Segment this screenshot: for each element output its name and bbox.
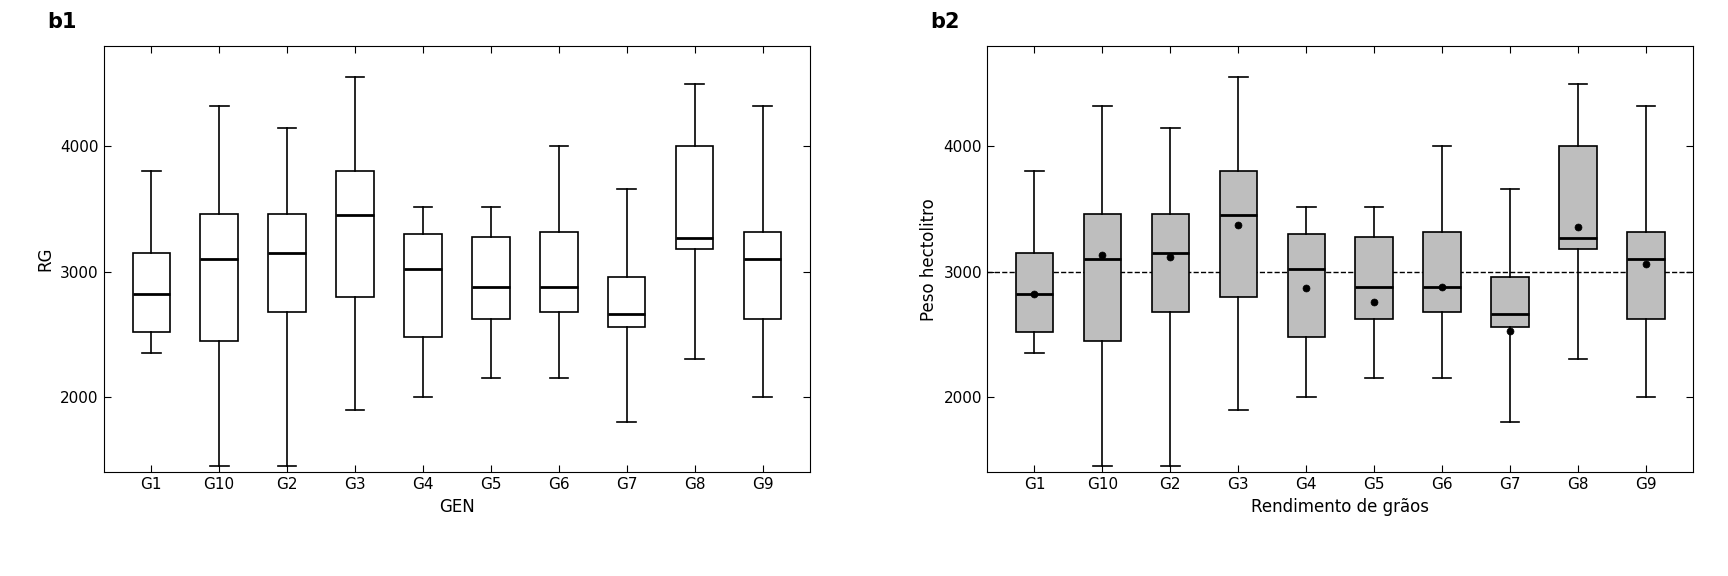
X-axis label: GEN: GEN <box>439 498 475 516</box>
Y-axis label: Peso hectolitro: Peso hectolitro <box>919 198 938 321</box>
PathPatch shape <box>1016 253 1052 332</box>
PathPatch shape <box>268 214 306 312</box>
PathPatch shape <box>1151 214 1189 312</box>
PathPatch shape <box>1424 232 1460 312</box>
PathPatch shape <box>608 276 646 327</box>
PathPatch shape <box>337 172 373 297</box>
Text: b1: b1 <box>47 12 76 32</box>
PathPatch shape <box>404 234 442 337</box>
Y-axis label: RG: RG <box>36 247 55 271</box>
PathPatch shape <box>745 232 781 319</box>
PathPatch shape <box>1083 214 1121 340</box>
Text: b2: b2 <box>930 12 959 32</box>
PathPatch shape <box>1220 172 1256 297</box>
PathPatch shape <box>1355 237 1393 319</box>
PathPatch shape <box>541 232 577 312</box>
PathPatch shape <box>200 214 238 340</box>
PathPatch shape <box>472 237 510 319</box>
PathPatch shape <box>1287 234 1325 337</box>
PathPatch shape <box>1559 146 1597 249</box>
PathPatch shape <box>1628 232 1664 319</box>
X-axis label: Rendimento de grãos: Rendimento de grãos <box>1251 498 1429 516</box>
PathPatch shape <box>1491 276 1529 327</box>
PathPatch shape <box>676 146 714 249</box>
PathPatch shape <box>133 253 169 332</box>
